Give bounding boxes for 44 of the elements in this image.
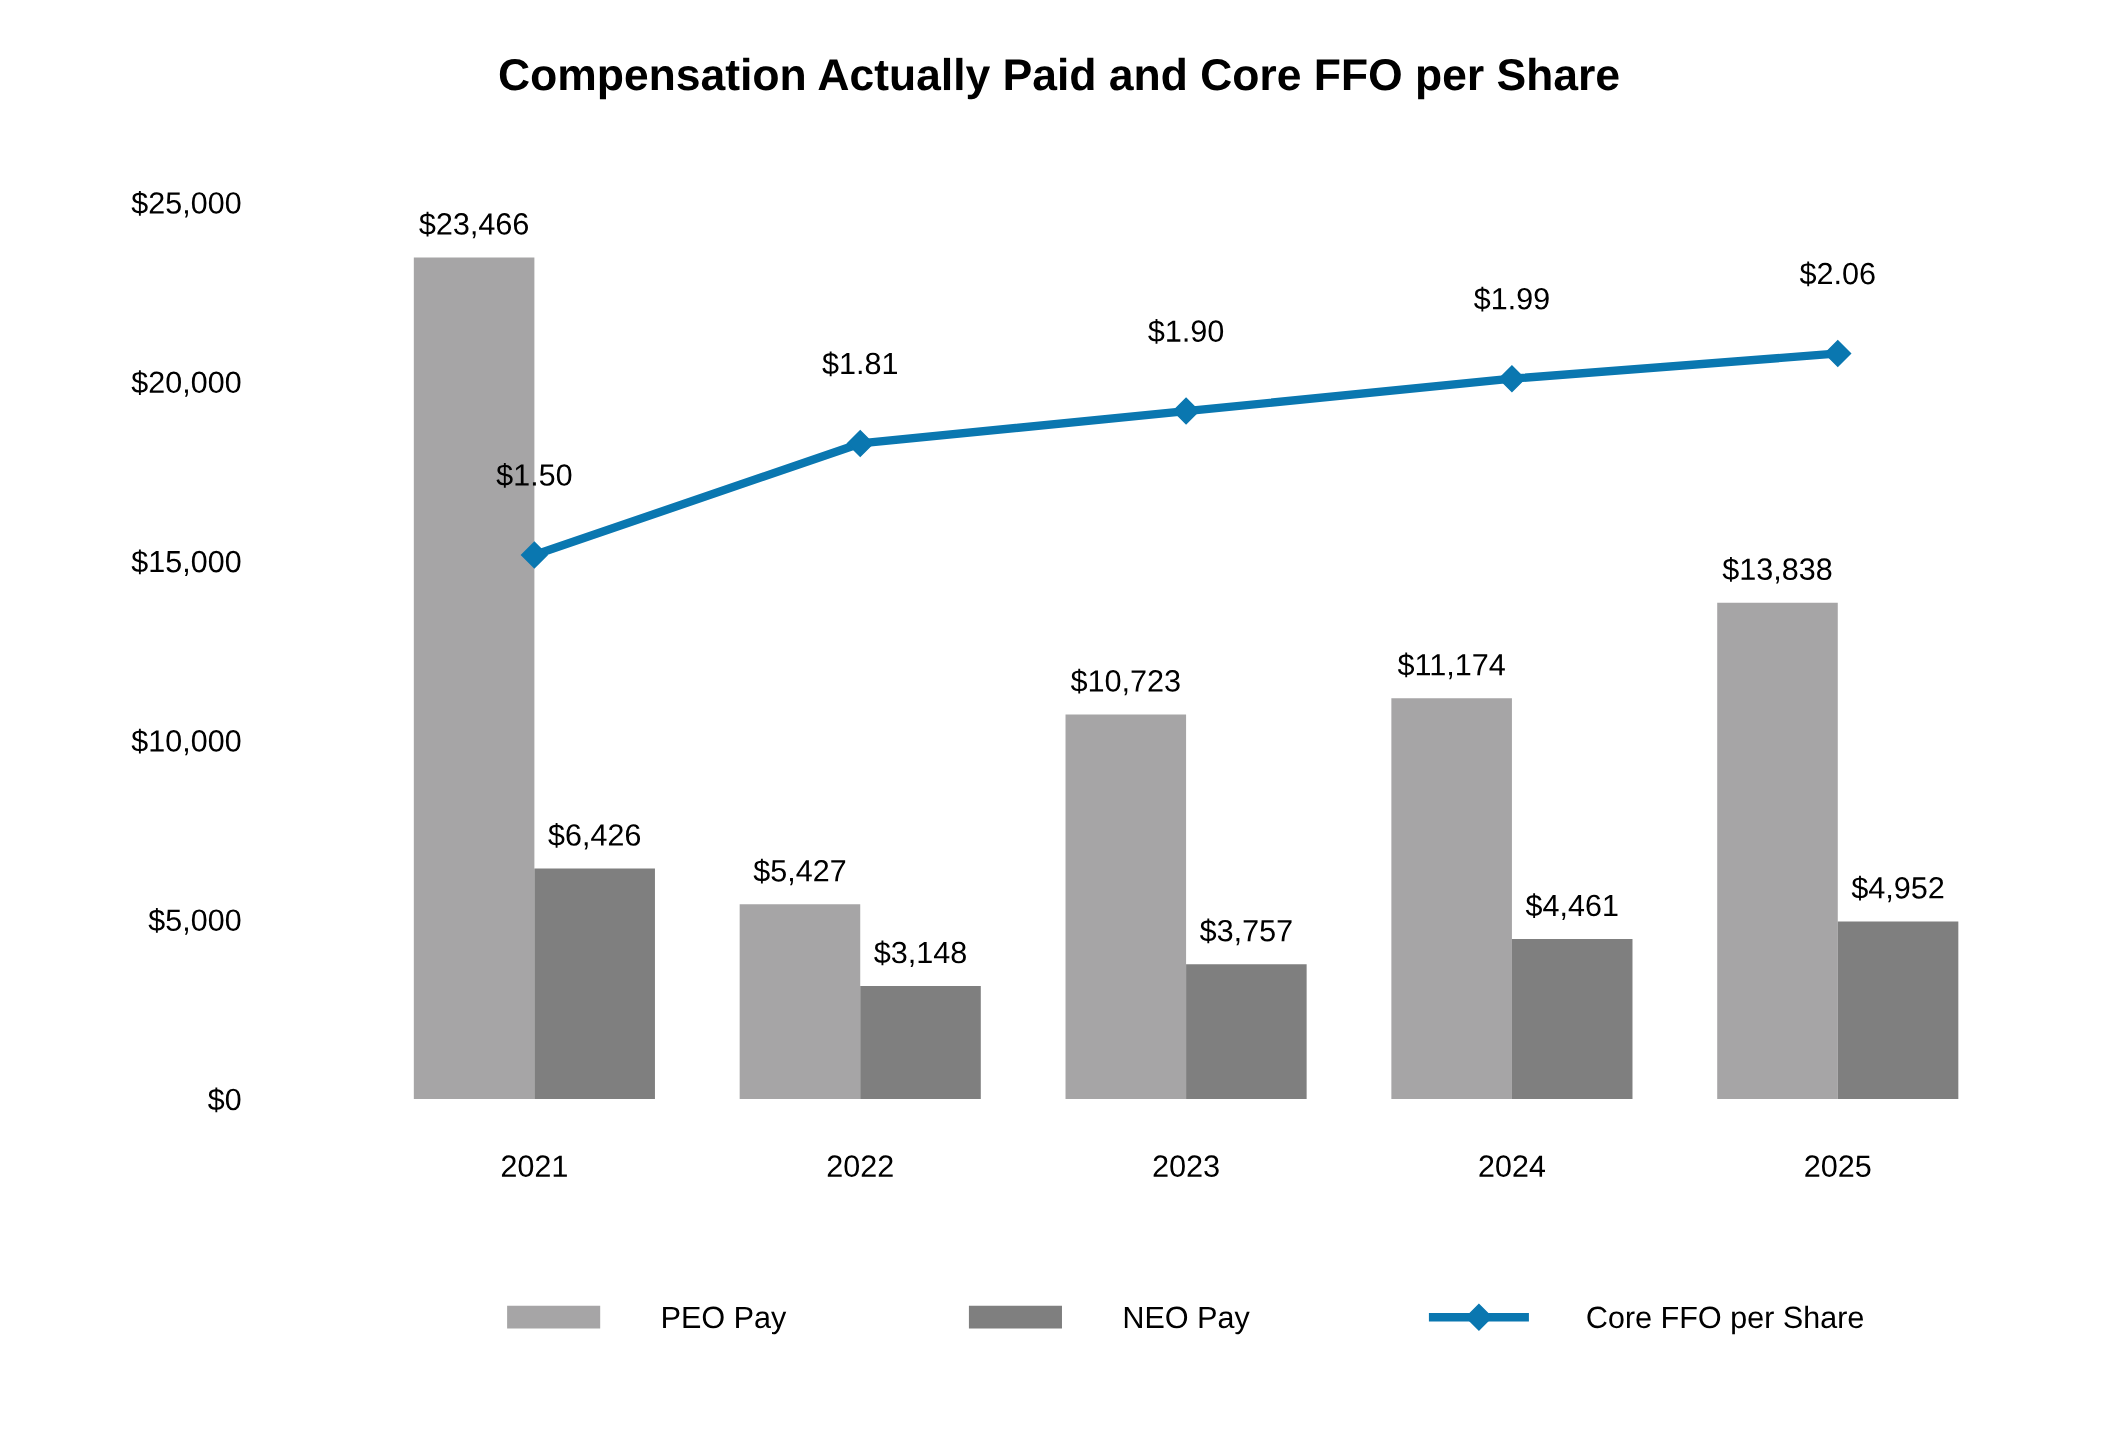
data-label: $1.81 xyxy=(822,351,897,377)
legend-label: PEO Pay xyxy=(663,1306,787,1335)
point xyxy=(1172,397,1200,425)
point xyxy=(1498,365,1526,393)
data-label: $1.50 xyxy=(496,462,572,488)
data-label: $3,148 xyxy=(874,940,966,967)
x-tick-label: 2023 xyxy=(1153,1155,1219,1177)
x-tick-label: 2024 xyxy=(1479,1155,1546,1177)
data-label: $4,952 xyxy=(1851,875,1944,903)
bar xyxy=(1717,602,1838,1099)
y-tick-label: $25,000 xyxy=(131,190,241,218)
data-label: $1.90 xyxy=(1148,319,1224,344)
x-tick-label: 2021 xyxy=(501,1155,567,1177)
x-tick-label: 2022 xyxy=(827,1155,893,1177)
data-label: $1.99 xyxy=(1474,286,1549,312)
point xyxy=(520,541,548,569)
chart-title: Compensation Actually Paid and Core FFO per Share xyxy=(499,57,1619,100)
data-label: $6,426 xyxy=(548,822,641,850)
bar xyxy=(1186,964,1307,1099)
legend-label: NEO Pay xyxy=(1124,1306,1250,1335)
y-tick-label: $10,000 xyxy=(131,728,241,756)
data-label: $11,174 xyxy=(1397,652,1505,680)
data-label: $23,466 xyxy=(419,211,528,239)
bar xyxy=(860,986,981,1099)
point xyxy=(846,430,874,457)
bar xyxy=(1391,698,1512,1099)
x-tick-label: 2025 xyxy=(1805,1155,1871,1177)
data-label: $4,461 xyxy=(1525,893,1618,920)
bar xyxy=(1065,714,1187,1099)
bar xyxy=(534,868,655,1099)
data-label: $10,723 xyxy=(1070,668,1180,696)
legend-label: Core FFO per Share xyxy=(1587,1305,1863,1335)
y-tick-label: $15,000 xyxy=(131,549,241,577)
y-tick-label: $5,000 xyxy=(148,908,241,935)
point xyxy=(1824,340,1852,368)
y-tick-label: $20,000 xyxy=(131,370,241,397)
data-label: $13,838 xyxy=(1722,557,1832,584)
bar xyxy=(739,904,861,1099)
bar xyxy=(1837,921,1959,1099)
data-label: $3,757 xyxy=(1199,918,1292,946)
data-label: $5,427 xyxy=(753,858,846,886)
bar xyxy=(1511,938,1633,1099)
data-label: $2.06 xyxy=(1799,261,1875,287)
y-tick-label: $0 xyxy=(208,1087,241,1113)
